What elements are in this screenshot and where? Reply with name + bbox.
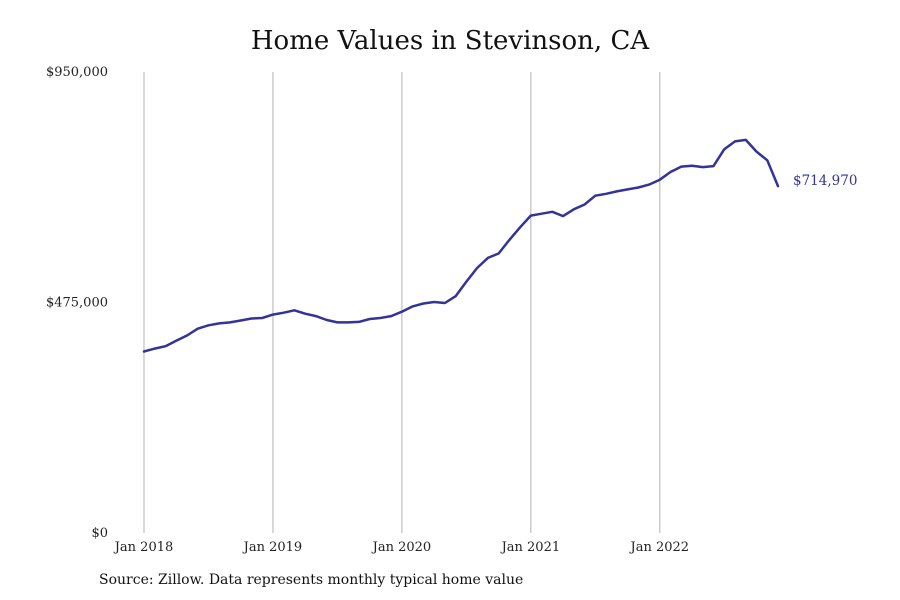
chart-source-note: Source: Zillow. Data represents monthly … [99, 572, 524, 588]
chart-title: Home Values in Stevinson, CA [250, 26, 650, 56]
x-tick-label: Jan 2021 [500, 540, 561, 555]
series-line [142, 138, 780, 353]
end-value-label: $714,970 [793, 173, 857, 189]
y-tick-label: $950,000 [46, 65, 108, 80]
y-tick-label: $0 [91, 526, 108, 541]
x-tick-label: Jan 2022 [629, 540, 690, 555]
x-tick-label: Jan 2018 [113, 540, 174, 555]
x-tick-label: Jan 2020 [371, 540, 432, 555]
x-tick-label: Jan 2019 [242, 540, 303, 555]
y-tick-label: $475,000 [46, 296, 108, 311]
